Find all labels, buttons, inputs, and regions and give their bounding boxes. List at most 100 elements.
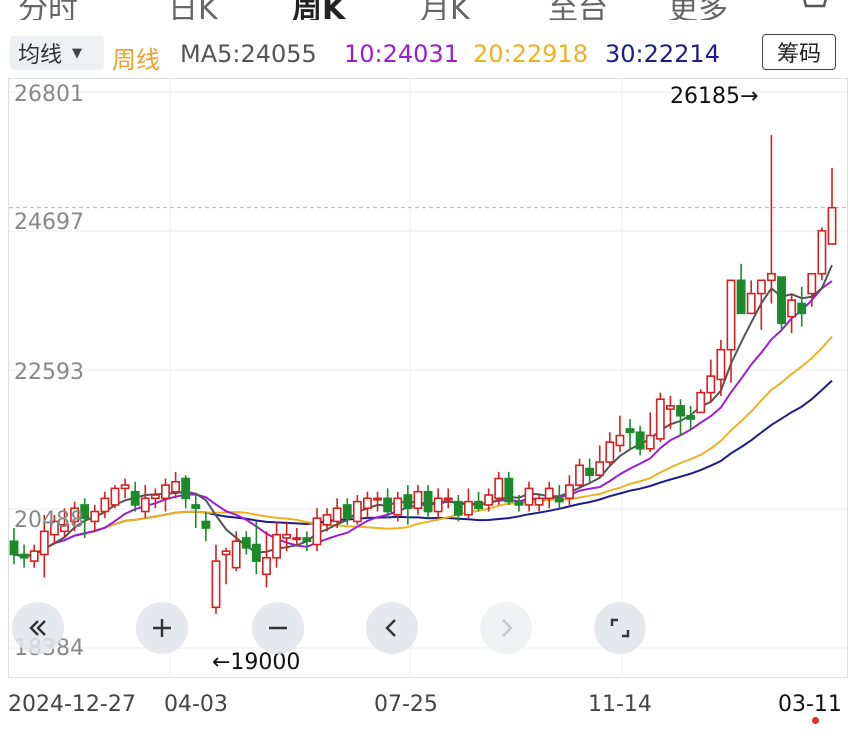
tab-more-period[interactable]: 至台	[548, 0, 608, 20]
candle-body	[49, 520, 59, 536]
candle-body	[443, 497, 453, 501]
candle-body	[342, 504, 352, 519]
candle-body	[322, 514, 332, 526]
zoom-out-button[interactable]	[252, 602, 304, 654]
candle-body	[494, 477, 504, 500]
fit-screen-button[interactable]	[594, 602, 646, 654]
candle-body	[90, 510, 100, 523]
fit-screen-icon	[610, 618, 630, 638]
candle-body	[9, 540, 19, 556]
candle-body	[80, 504, 90, 519]
candle-body	[464, 500, 473, 516]
x-tick-label: 2024-12-27	[8, 692, 136, 717]
candle-body	[676, 405, 685, 417]
candle-body	[575, 464, 584, 486]
candle-body	[403, 494, 413, 510]
y-tick-label: 20488	[14, 508, 84, 533]
candle-body	[756, 279, 766, 295]
tab-weekly-k[interactable]: 周K	[292, 0, 346, 20]
indicator-select-label: 均线	[18, 43, 63, 68]
candle-body	[655, 398, 665, 440]
candle-body	[625, 428, 635, 434]
low-price-annotation: ←19000	[212, 650, 301, 675]
candle-body	[827, 206, 837, 245]
tab-timeshare[interactable]: 分时	[18, 0, 78, 20]
ma20-value: 20:22918	[473, 40, 588, 68]
candle-body	[262, 556, 271, 576]
candle-body	[696, 391, 706, 414]
candle-body	[282, 533, 292, 539]
zoom-in-button[interactable]	[136, 602, 188, 654]
next-button[interactable]	[480, 602, 532, 654]
x-tick-label: 04-03	[164, 692, 228, 717]
candle-body	[110, 487, 120, 506]
x-tick-label: 03-11	[778, 692, 842, 717]
candle-body	[736, 279, 746, 315]
ma10-value: 10:24031	[344, 40, 459, 68]
tab-more[interactable]: 更多	[668, 0, 728, 20]
candle-body	[797, 302, 807, 315]
period-tabs: 分时 日K 周K 月K 至台 更多	[0, 0, 856, 20]
candle-body	[29, 550, 39, 562]
candle-body	[221, 550, 231, 556]
fast-back-button[interactable]	[12, 602, 64, 654]
candle-body	[161, 484, 170, 500]
candle-body	[484, 494, 494, 506]
candle-body	[635, 431, 645, 450]
candle-body	[595, 461, 605, 476]
minus-icon	[269, 626, 287, 630]
candle-body	[60, 523, 69, 533]
candle-body	[777, 276, 786, 325]
candle-body	[181, 477, 191, 500]
candle-body	[544, 487, 554, 500]
ma30-value: 30:22214	[605, 40, 720, 68]
tab-daily-k[interactable]: 日K	[168, 0, 218, 20]
high-price-annotation: 26185→	[670, 84, 759, 109]
candle-body	[332, 507, 342, 523]
candle-body	[140, 497, 150, 513]
caret-down-icon: ▼	[72, 45, 83, 61]
candle-body	[201, 520, 211, 529]
tab-monthly-k[interactable]: 月K	[420, 0, 470, 20]
latest-marker-dot	[812, 717, 819, 724]
candle-body	[474, 500, 483, 510]
candle-body	[241, 537, 251, 549]
prev-button[interactable]	[366, 602, 418, 654]
candle-body	[312, 517, 322, 546]
candle-body	[39, 530, 49, 556]
candle-body	[514, 500, 524, 506]
settings-icon[interactable]	[798, 0, 832, 14]
candle-body	[453, 500, 463, 516]
candle-body	[504, 477, 514, 503]
candle-body	[150, 494, 160, 500]
indicator-select[interactable]: 均线 ▼	[10, 36, 104, 70]
candlestick-plot	[9, 78, 847, 678]
chart-frame	[8, 78, 848, 678]
ma-legend-bar: 均线 ▼ 周线 MA5:24055 10:24031 20:22918 30:2…	[0, 32, 856, 74]
candle-body	[716, 348, 726, 381]
candle-body	[554, 497, 564, 503]
candle-body	[807, 272, 817, 295]
chevron-right-icon	[502, 619, 513, 637]
chip-distribution-button[interactable]: 筹码	[762, 34, 836, 70]
candle-body	[534, 497, 544, 506]
candle-body	[686, 414, 696, 420]
candle-body	[605, 441, 615, 463]
candle-body	[231, 540, 241, 569]
candle-body	[130, 490, 140, 506]
candle-body	[19, 553, 29, 559]
ma30-line	[13, 379, 833, 558]
ma20-line	[13, 335, 833, 558]
candle-body	[100, 497, 110, 513]
candle-body	[766, 272, 776, 282]
candle-body	[211, 560, 221, 609]
candle-body	[272, 533, 282, 559]
kline-chart[interactable]: 26801 24697 22593 20488 18384 26185→ ←19…	[0, 78, 856, 678]
ma5-value: MA5:24055	[180, 40, 317, 68]
x-tick-label: 11-14	[588, 692, 652, 717]
candle-body	[524, 487, 534, 506]
candle-body	[585, 467, 595, 476]
candle-body	[746, 292, 756, 315]
ma5-line	[13, 264, 833, 558]
candle-body	[383, 497, 393, 513]
